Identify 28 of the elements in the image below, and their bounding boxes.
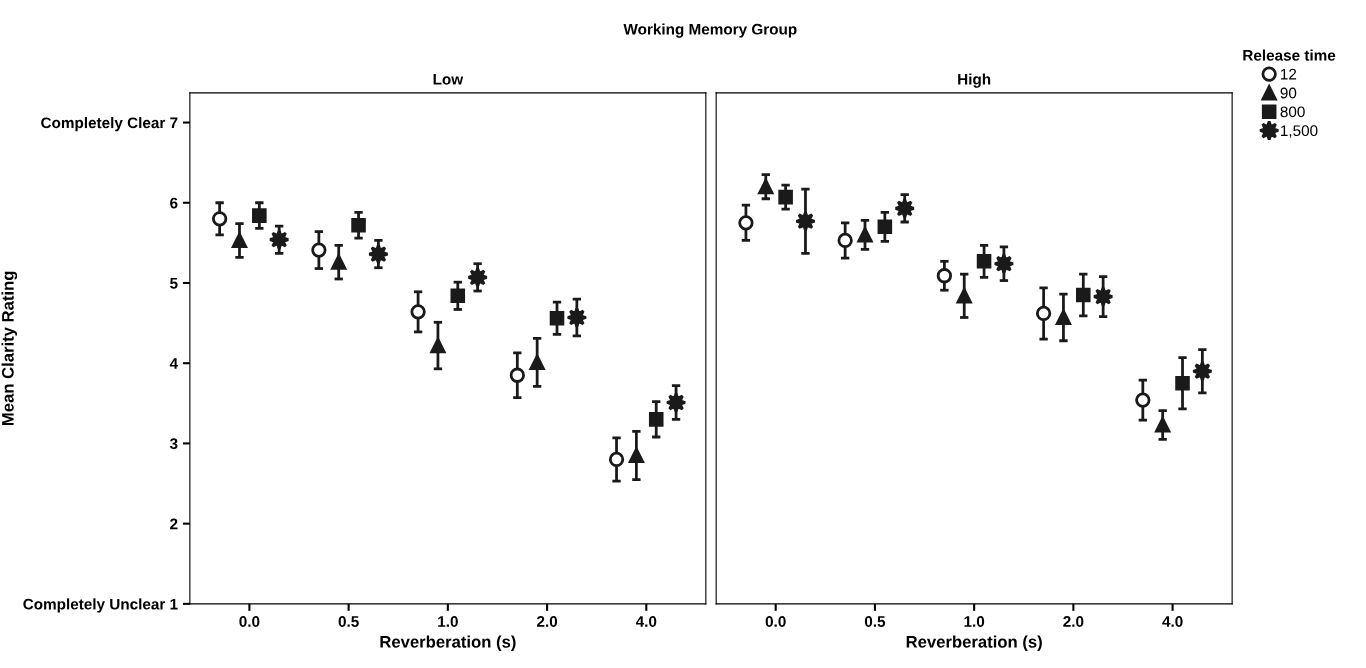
- chart-title: Low: [433, 74, 464, 85]
- x-tick-label: 1.0: [964, 616, 985, 627]
- legend-label: 90: [1280, 87, 1297, 99]
- y-tick-label: Completely Clear 7: [41, 117, 178, 132]
- y-tick-label: 3: [169, 438, 178, 450]
- legend-label: 1,500: [1281, 125, 1318, 138]
- legend-label: 12: [1281, 68, 1297, 80]
- x-axis-title: Reverberation (s): [380, 635, 516, 652]
- x-tick-label: 0.0: [765, 616, 786, 627]
- x-tick-label: 2.0: [1063, 616, 1084, 627]
- text: Working Memory Group: [623, 23, 797, 38]
- y-tick-label: 6: [170, 197, 178, 209]
- x-tick-label: 4.0: [1162, 616, 1183, 627]
- legend-title: Release time: [1243, 49, 1336, 61]
- x-tick-label: 0.5: [864, 616, 886, 627]
- y-tick-label: 4: [169, 358, 178, 369]
- y-tick-label: Completely Unclear 1: [23, 598, 178, 613]
- legend-label: 800: [1280, 106, 1305, 118]
- x-tick-label: 0.0: [239, 616, 260, 627]
- x-axis-title: Reverberation (s): [906, 635, 1042, 652]
- y-tick-label: 5: [170, 278, 178, 289]
- x-tick-label: 0.5: [338, 616, 359, 627]
- chart-title: High: [958, 73, 991, 88]
- x-tick-label: 1.0: [438, 616, 458, 627]
- y-tick-label: 2: [170, 518, 178, 530]
- x-tick-label: 2.0: [537, 616, 558, 627]
- x-tick-label: 4.0: [635, 616, 657, 627]
- y-axis-title: Mean Clarity Rating: [1, 271, 18, 426]
